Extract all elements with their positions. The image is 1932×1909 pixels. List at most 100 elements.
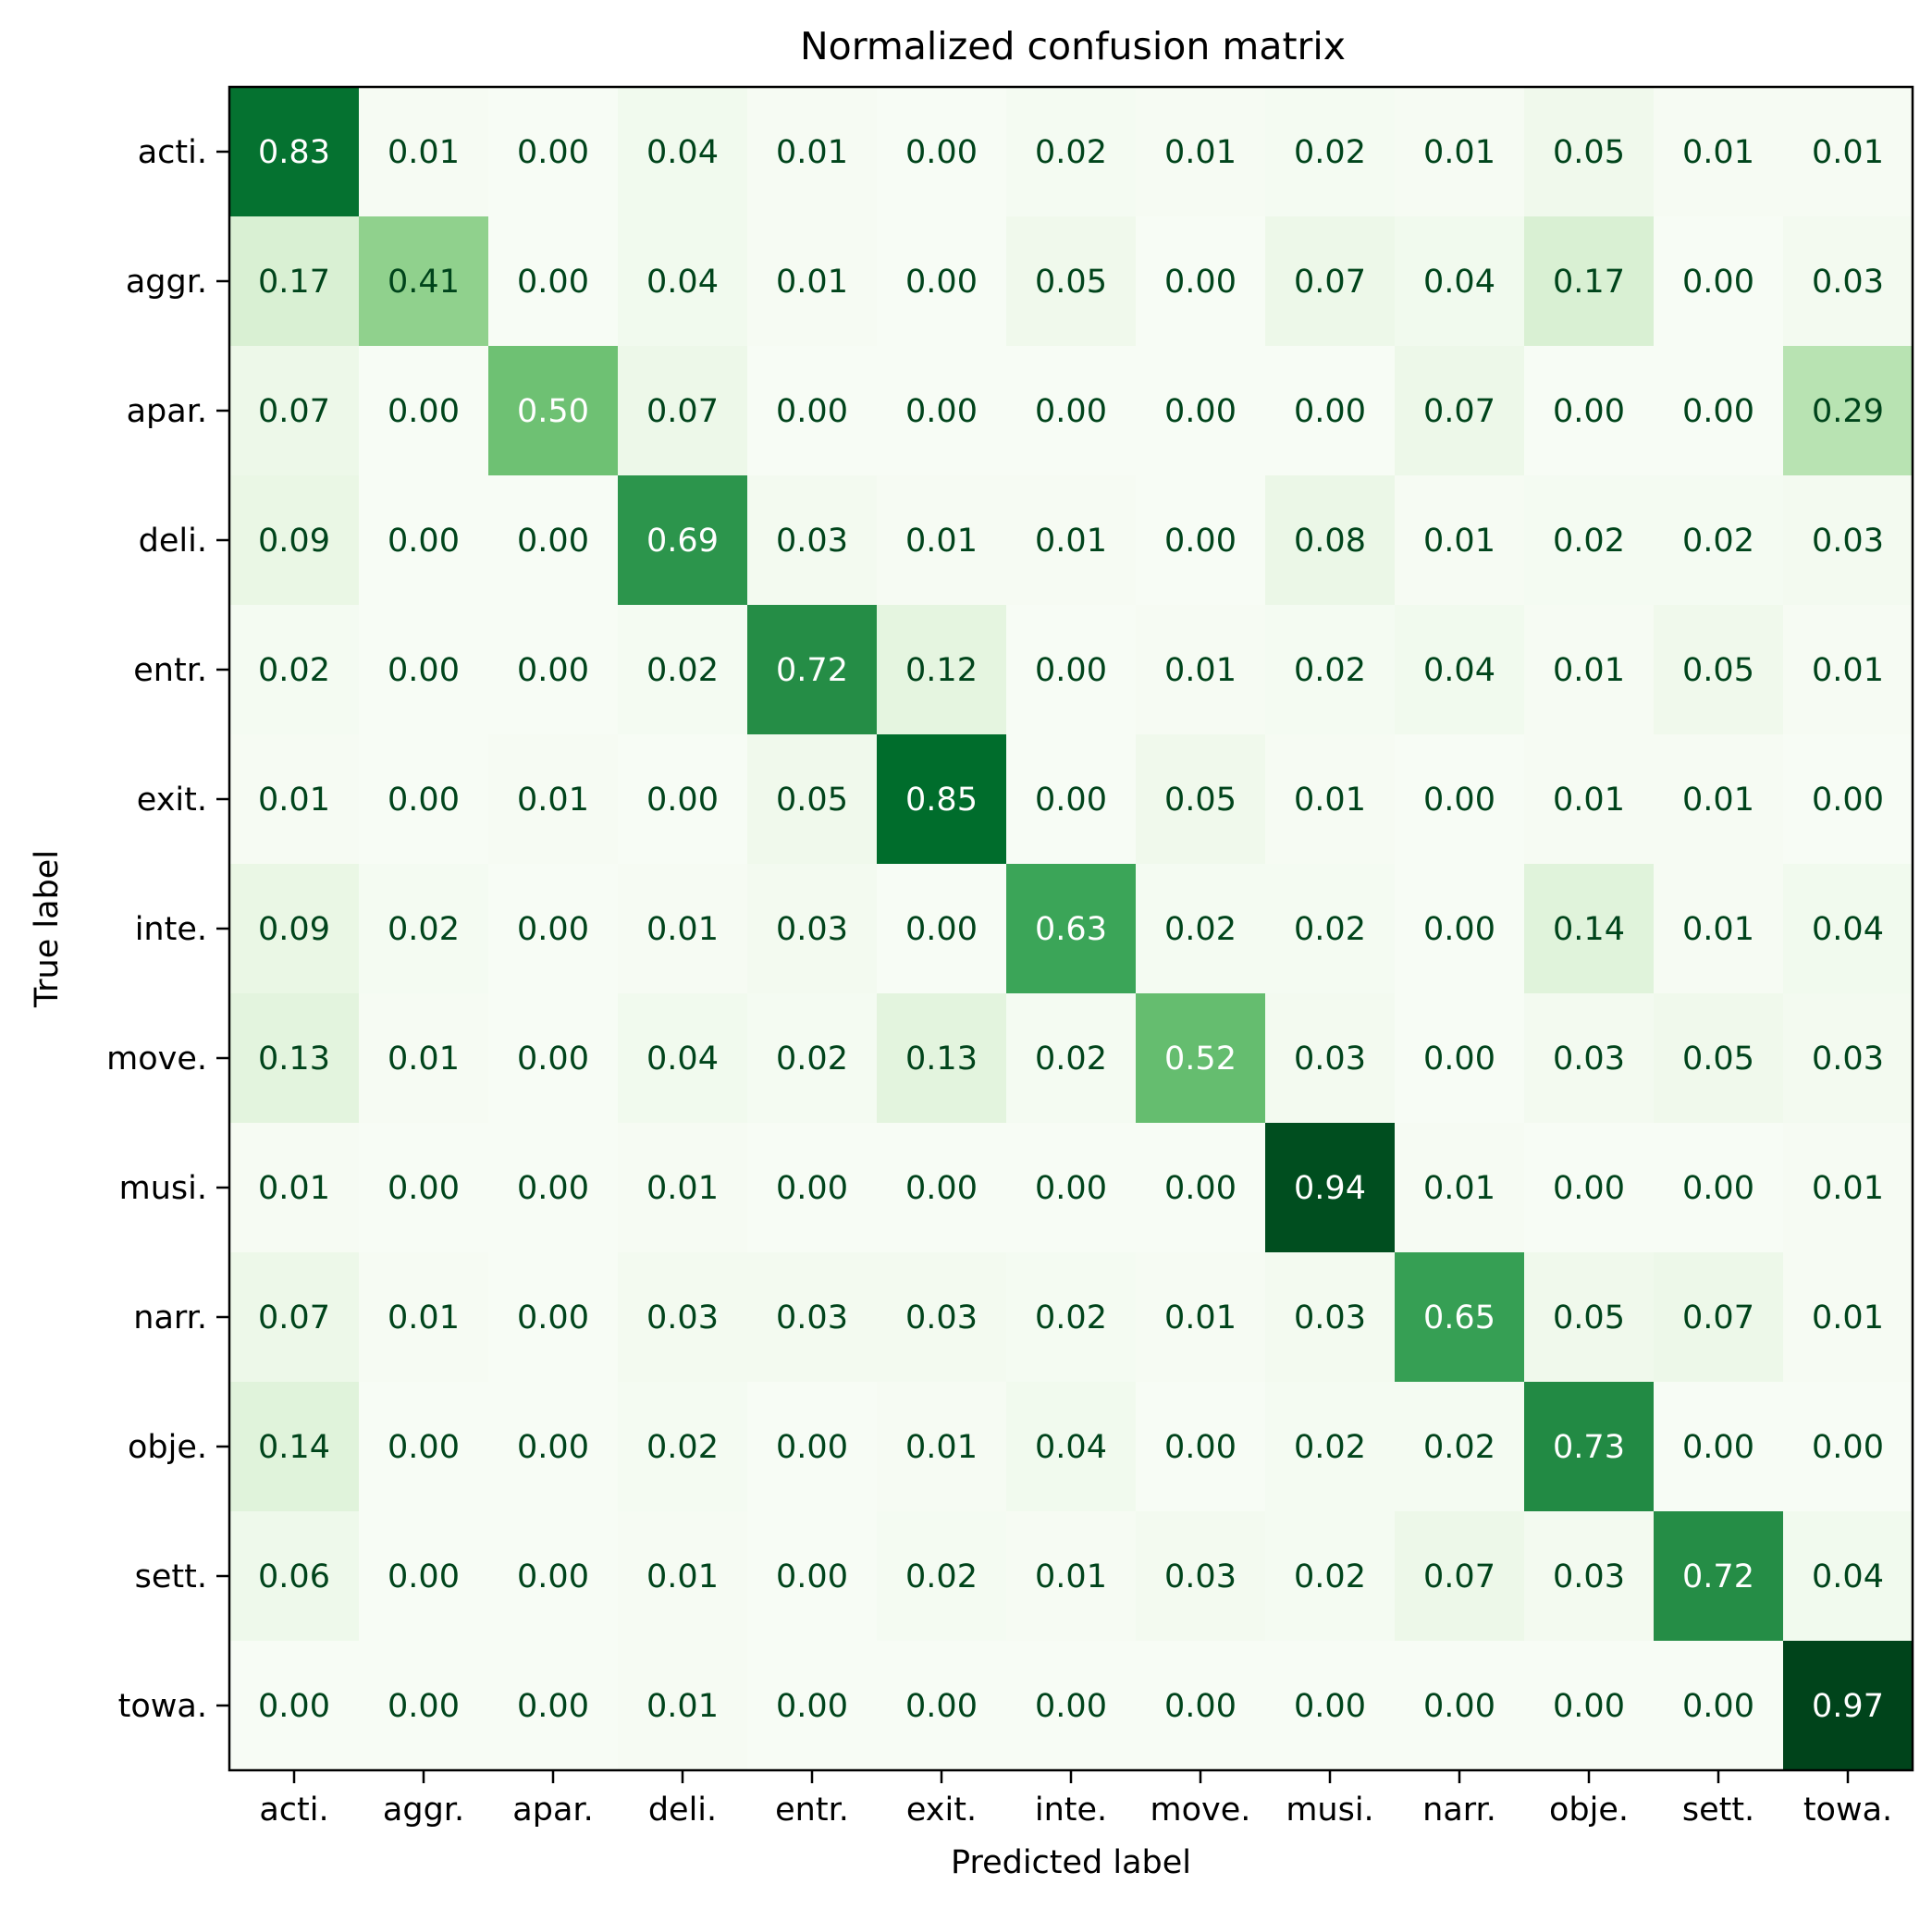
heatmap-cell — [359, 475, 489, 606]
cell-value-label: 0.00 — [1682, 1170, 1754, 1207]
cell-value-label: 0.69 — [646, 523, 719, 560]
cell-value-label: 0.01 — [1682, 782, 1754, 819]
x-tick-label: acti. — [259, 1792, 328, 1829]
heatmap-cell — [1395, 87, 1525, 217]
heatmap-cell — [1783, 1123, 1914, 1253]
x-tick-label: move. — [1151, 1792, 1251, 1829]
heatmap-cell — [1006, 1123, 1137, 1253]
heatmap-cells — [229, 87, 1914, 1771]
heatmap-cell — [1783, 1511, 1914, 1642]
heatmap-cell — [877, 346, 1007, 476]
heatmap-cell — [618, 216, 748, 347]
heatmap-cell — [747, 1252, 878, 1383]
cell-value-label: 0.03 — [1812, 264, 1884, 301]
heatmap-cell — [359, 216, 489, 347]
cell-value-label: 0.00 — [517, 1299, 589, 1336]
cell-value-label: 0.00 — [388, 1429, 460, 1466]
cell-value-label: 0.00 — [388, 782, 460, 819]
cell-value-label: 0.00 — [1164, 1170, 1237, 1207]
cell-value-label: 0.00 — [776, 1170, 848, 1207]
heatmap-cell — [1006, 864, 1137, 994]
cell-value-label: 0.02 — [776, 1041, 848, 1078]
cell-value-label: 0.00 — [905, 1170, 978, 1207]
heatmap-cell — [1006, 605, 1137, 735]
y-tick-label: exit. — [137, 782, 207, 819]
cell-value-label: 0.00 — [1423, 1688, 1495, 1725]
cell-value-label: 0.03 — [776, 523, 848, 560]
cell-value-label: 0.00 — [517, 1041, 589, 1078]
heatmap-cell — [1006, 993, 1137, 1124]
cell-value-label: 0.01 — [1553, 782, 1625, 819]
cell-value-label: 0.00 — [517, 911, 589, 948]
heatmap-cell — [488, 605, 619, 735]
heatmap-cell — [229, 475, 360, 606]
cell-value-label: 0.00 — [1164, 523, 1237, 560]
heatmap-cell — [1654, 87, 1784, 217]
cell-value-label: 0.01 — [1423, 134, 1495, 171]
heatmap-cell — [1136, 734, 1266, 865]
cell-value-label: 0.01 — [258, 1170, 330, 1207]
cell-value-label: 0.09 — [258, 911, 330, 948]
cell-value-label: 0.00 — [1294, 393, 1366, 430]
heatmap-cell — [1395, 1382, 1525, 1512]
cell-value-label: 0.01 — [1812, 1299, 1884, 1336]
cell-value-label: 0.03 — [776, 1299, 848, 1336]
cell-value-label: 0.00 — [517, 264, 589, 301]
heatmap-cell — [1654, 734, 1784, 865]
cell-value-label: 0.04 — [646, 1041, 719, 1078]
heatmap-cell — [1654, 1252, 1784, 1383]
y-tick-label: inte. — [135, 911, 207, 948]
heatmap-cell — [1265, 734, 1396, 865]
x-tick-label: obje. — [1549, 1792, 1629, 1829]
cell-value-label: 0.00 — [776, 393, 848, 430]
x-tick-label: narr. — [1422, 1792, 1496, 1829]
cell-value-label: 0.03 — [1553, 1041, 1625, 1078]
heatmap-cell — [1265, 1382, 1396, 1512]
heatmap-cell — [618, 993, 748, 1124]
heatmap-cell — [747, 864, 878, 994]
cell-value-label: 0.05 — [1682, 652, 1754, 689]
heatmap-cell — [747, 1511, 878, 1642]
y-tick-label: musi. — [119, 1170, 207, 1207]
heatmap-cell — [1654, 475, 1784, 606]
cell-value-label: 0.52 — [1164, 1041, 1237, 1078]
y-tick-label: towa. — [118, 1688, 207, 1725]
heatmap-cell — [1265, 87, 1396, 217]
heatmap-cell — [618, 1641, 748, 1771]
x-axis-ticks: acti. aggr. apar. deli. entr. exit. inte. move.… — [259, 1770, 1892, 1829]
heatmap-cell-labels: 0.83 0.01 0.00 0.04 0.01 0.00 0.02 0.01 0.02 0.01… — [258, 134, 1884, 1725]
heatmap-cell — [1136, 605, 1266, 735]
heatmap-cell — [1524, 1123, 1655, 1253]
cell-value-label: 0.00 — [905, 393, 978, 430]
cell-value-label: 0.72 — [1682, 1558, 1754, 1595]
cell-value-label: 0.07 — [258, 1299, 330, 1336]
cell-value-label: 0.02 — [1294, 652, 1366, 689]
cell-value-label: 0.00 — [905, 134, 978, 171]
heatmap-cell — [359, 87, 489, 217]
heatmap-cell — [1265, 1641, 1396, 1771]
cell-value-label: 0.73 — [1553, 1429, 1625, 1466]
cell-value-label: 0.05 — [1682, 1041, 1754, 1078]
heatmap-cell — [877, 87, 1007, 217]
heatmap-cell — [1265, 346, 1396, 476]
heatmap-cell — [1783, 993, 1914, 1124]
cell-value-label: 0.72 — [776, 652, 848, 689]
heatmap-cell — [1654, 605, 1784, 735]
cell-value-label: 0.00 — [388, 652, 460, 689]
heatmap-cell — [1783, 346, 1914, 476]
heatmap-cell — [877, 864, 1007, 994]
heatmap-cell — [1395, 864, 1525, 994]
heatmap-cell — [359, 1511, 489, 1642]
heatmap-cell — [1395, 1252, 1525, 1383]
cell-value-label: 0.06 — [258, 1558, 330, 1595]
heatmap-cell — [1395, 993, 1525, 1124]
cell-value-label: 0.00 — [258, 1688, 330, 1725]
heatmap-cell — [1136, 993, 1266, 1124]
cell-value-label: 0.01 — [517, 782, 589, 819]
cell-value-label: 0.12 — [905, 652, 978, 689]
heatmap-cell — [1136, 1511, 1266, 1642]
heatmap-cell — [488, 864, 619, 994]
heatmap-cell — [1524, 1382, 1655, 1512]
x-tick-label: musi. — [1286, 1792, 1373, 1829]
